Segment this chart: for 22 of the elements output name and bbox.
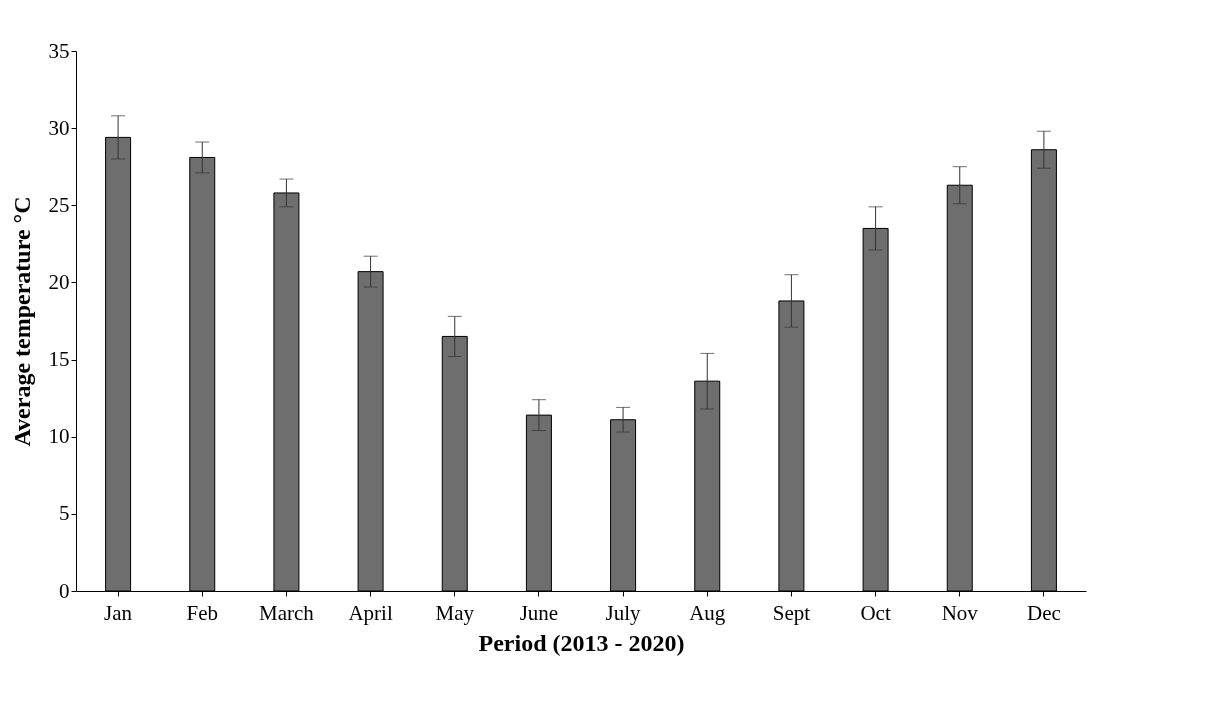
x-tick-label: Jan [104, 600, 133, 625]
y-tick-label: 10 [48, 424, 70, 449]
y-tick-label: 15 [48, 347, 70, 372]
y-tick-label: 30 [48, 115, 70, 140]
x-tick-label: Sept [772, 600, 811, 625]
x-tick-label: June [519, 600, 559, 625]
x-tick-label: Oct [860, 600, 891, 625]
y-axis-title: Average temperature °C [8, 196, 35, 447]
x-tick-label: Aug [689, 600, 726, 625]
x-tick-label: Feb [186, 600, 218, 625]
x-tick-label: Nov [941, 600, 979, 625]
x-tick-label: March [259, 600, 315, 625]
y-tick-label: 25 [48, 192, 70, 217]
x-tick-label: Dec [1027, 600, 1061, 625]
y-tick-label: 0 [59, 578, 70, 603]
x-axis-title: Period (2013 - 2020) [478, 629, 685, 656]
x-tick-label: July [605, 600, 642, 625]
y-tick-label: 35 [48, 38, 70, 63]
x-tick-label: April [348, 600, 393, 625]
y-tick-label: 5 [59, 501, 70, 526]
y-tick-label: 20 [48, 269, 70, 294]
x-tick-label: May [435, 600, 475, 625]
